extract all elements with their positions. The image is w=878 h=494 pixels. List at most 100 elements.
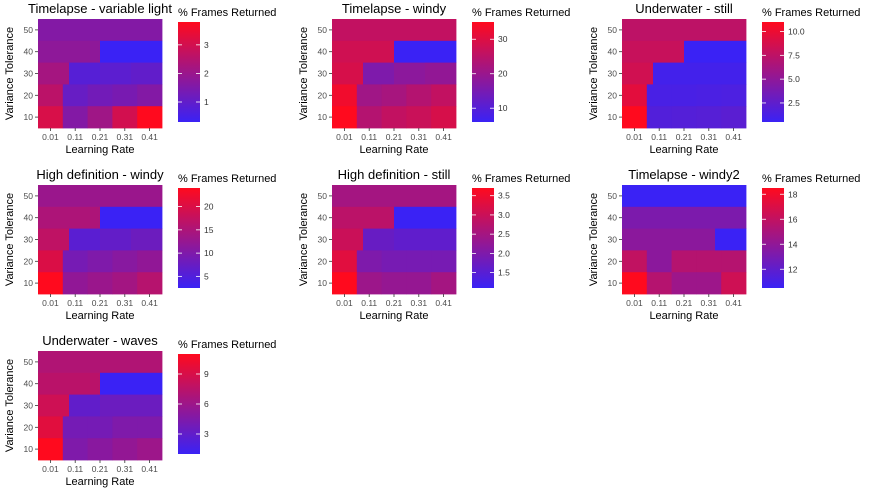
heatmap-cell	[38, 228, 70, 251]
legend-colorbar	[762, 188, 784, 288]
legend-title: % Frames Returned	[178, 173, 276, 185]
heatmap-cell	[332, 19, 457, 42]
y-axis-title: Variance Tolerance	[588, 193, 600, 286]
heatmap-cell	[38, 438, 64, 461]
x-tick-label: 0.21	[676, 132, 693, 142]
heatmap-cell	[112, 438, 138, 461]
heatmap-cell	[131, 62, 163, 85]
x-tick-label: 0.11	[651, 132, 667, 142]
heatmap-cell	[100, 394, 132, 417]
heatmap-cell	[62, 416, 88, 439]
x-axis-title: Learning Rate	[65, 144, 134, 156]
x-tick-label: 0.11	[67, 132, 83, 142]
y-tick-label: 20	[318, 256, 328, 266]
heatmap-cell	[622, 62, 654, 85]
x-tick-label: 0.01	[626, 298, 643, 308]
heatmap-panel: 0.01 0.11 0.21 0.31 0.41 10 20 30 40 50 Timelapse …	[4, 1, 276, 156]
heatmap-cell	[671, 250, 697, 273]
y-tick-label: 10	[608, 112, 618, 122]
heatmap-cell	[100, 372, 163, 395]
y-tick-label: 20	[608, 256, 618, 266]
heatmap-cell	[332, 62, 364, 85]
heatmap-cell	[653, 62, 685, 85]
heatmap-cell	[381, 84, 407, 107]
heatmap-cell	[622, 250, 648, 273]
heatmap-cell	[363, 228, 395, 251]
legend-tick-label: 3	[204, 429, 209, 439]
y-tick-label: 40	[24, 213, 34, 223]
heatmap-cell	[646, 84, 672, 107]
y-tick-label: 20	[24, 256, 34, 266]
heatmap-cell	[112, 250, 138, 273]
heatmap-cell	[100, 206, 163, 229]
y-tick-label: 20	[24, 90, 34, 100]
x-tick-label: 0.21	[386, 298, 403, 308]
legend-tick-label: 30	[498, 34, 508, 44]
heatmap-cell	[38, 351, 163, 374]
x-tick-label: 0.21	[676, 298, 693, 308]
panel-title: Timelapse - windy2	[628, 167, 740, 182]
y-tick-label: 50	[608, 25, 618, 35]
heatmap-cell	[112, 84, 138, 107]
x-tick-label: 0.41	[141, 132, 158, 142]
y-tick-label: 30	[608, 235, 618, 245]
legend-title: % Frames Returned	[178, 7, 276, 19]
heatmap-cell	[69, 228, 101, 251]
heatmap-cell	[38, 106, 64, 129]
heatmap-cell	[381, 272, 407, 295]
heatmap-cell	[721, 84, 747, 107]
x-tick-label: 0.21	[92, 464, 109, 474]
panel-title: Timelapse - variable light	[28, 1, 172, 16]
heatmap-cell	[684, 228, 716, 251]
y-tick-label: 10	[318, 278, 328, 288]
heatmap-panel: 0.01 0.11 0.21 0.31 0.41 10 20 30 40 50 Underwater…	[588, 1, 860, 156]
x-tick-label: 0.11	[67, 464, 83, 474]
y-tick-label: 50	[24, 357, 34, 367]
heatmap-cell	[381, 250, 407, 273]
heatmap-cell	[622, 84, 648, 107]
x-tick-label: 0.31	[701, 298, 718, 308]
x-tick-label: 0.31	[701, 132, 718, 142]
heatmap-cell	[425, 228, 457, 251]
heatmap-cell	[406, 272, 432, 295]
y-tick-label: 40	[608, 213, 618, 223]
x-tick-label: 0.41	[141, 298, 158, 308]
heatmap-cell	[332, 106, 358, 129]
legend-colorbar	[178, 22, 200, 122]
y-tick-label: 40	[24, 47, 34, 57]
x-tick-label: 0.31	[117, 298, 134, 308]
heatmap-cell	[431, 106, 457, 129]
heatmap-cell	[394, 228, 426, 251]
legend-colorbar	[762, 22, 784, 122]
legend-tick-label: 1.5	[498, 268, 510, 278]
heatmap-panel: 0.01 0.11 0.21 0.31 0.41 10 20 30 40 50 Timelapse …	[588, 167, 860, 322]
legend-tick-label: 12	[788, 264, 798, 274]
heatmap-cell	[356, 84, 382, 107]
heatmap-cell	[622, 40, 685, 63]
heatmap-cell	[38, 19, 163, 42]
heatmap-cell	[721, 250, 747, 273]
legend-tick-label: 2.5	[788, 98, 800, 108]
y-tick-label: 10	[318, 112, 328, 122]
x-axis-title: Learning Rate	[359, 310, 428, 322]
heatmap-cell	[62, 250, 88, 273]
y-axis-title: Variance Tolerance	[298, 27, 310, 120]
heatmap-cell	[100, 62, 132, 85]
heatmap-cell	[137, 438, 163, 461]
heatmap-cell	[721, 272, 747, 295]
heatmap-cell	[62, 84, 88, 107]
x-tick-label: 0.31	[411, 132, 428, 142]
y-tick-label: 30	[318, 235, 328, 245]
legend-tick-label: 10	[204, 248, 214, 258]
heatmap-cell	[137, 250, 163, 273]
heatmap-cell	[381, 106, 407, 129]
legend-tick-label: 2.5	[498, 229, 510, 239]
heatmap-cell	[62, 438, 88, 461]
heatmap-cell	[431, 250, 457, 273]
heatmap-cell	[112, 272, 138, 295]
y-tick-label: 40	[608, 47, 618, 57]
heatmap-cell	[394, 206, 457, 229]
x-tick-label: 0.31	[411, 298, 428, 308]
panel-title: Underwater - still	[635, 1, 733, 16]
y-axis-title: Variance Tolerance	[4, 193, 16, 286]
